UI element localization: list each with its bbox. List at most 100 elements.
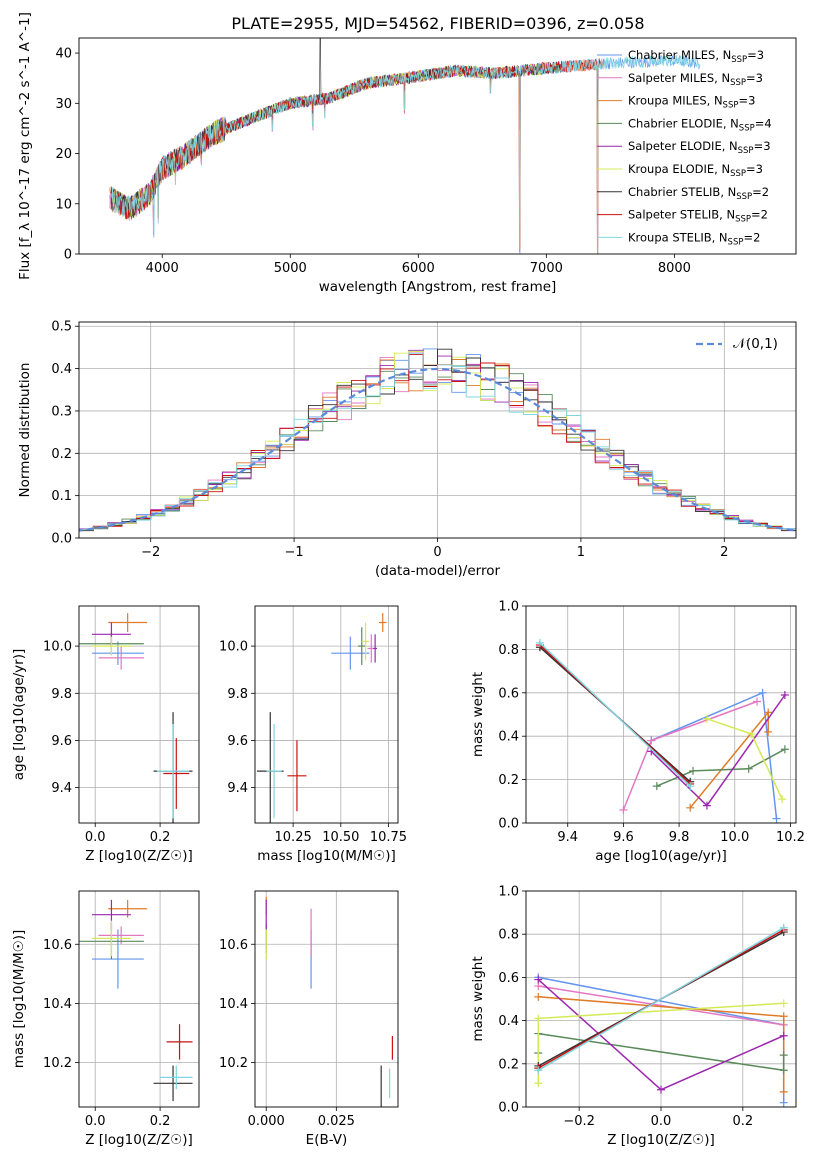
weight-line-4 [656, 748, 786, 787]
y-tick-label: 9.6 [51, 734, 72, 749]
y-tick-label: 0.4 [51, 362, 72, 377]
error-bar-point-2 [98, 646, 144, 670]
x-axis-label: E(B-V) [306, 1132, 348, 1148]
weight-line-2 [538, 985, 784, 1026]
x-tick-label: 6000 [402, 261, 435, 276]
y-tick-label: 0.3 [51, 404, 72, 419]
y-axis-label: Normed distribution [17, 363, 33, 498]
y-tick-label: 0.4 [498, 730, 519, 745]
plot-area [79, 613, 193, 823]
plot-area [534, 923, 788, 1107]
x-tick-label: 9.8 [669, 830, 690, 845]
y-tick-label: 1.0 [498, 600, 519, 615]
spectrum-line-9 [110, 55, 701, 254]
x-tick-label: 0.000 [248, 1114, 285, 1129]
error-bar-point-1 [91, 641, 144, 665]
y-tick-label: 10.0 [219, 640, 248, 655]
panel-8: −0.2 0.0 0.2 0.0 0.2 0.4 0.6 0.8 1.0 Z [log10(Z/Z… [470, 885, 797, 1148]
y-tick-label: 0.0 [51, 532, 72, 547]
error-bar-point-9 [156, 723, 190, 819]
x-tick-label: 0 [433, 545, 441, 560]
axes-frame [78, 321, 797, 539]
x-tick-label: 10.75 [370, 830, 407, 845]
plot-area [265, 896, 393, 1107]
error-bar-point-1 [91, 929, 144, 989]
weight-marker [534, 1066, 543, 1075]
legend-entry: Chabrier STELIB, NSSP=2 [628, 185, 769, 202]
legend-entry: Kroupa MILES, NSSP=3 [628, 94, 755, 111]
error-bar-point-4 [357, 627, 366, 665]
weight-marker [686, 803, 695, 812]
plot-area [256, 613, 387, 823]
error-bar-point-3 [378, 613, 387, 632]
axes-frame [254, 890, 399, 1108]
axes-frame [254, 605, 399, 824]
spectrum-line-5 [110, 61, 560, 220]
error-bar-point-6 [361, 622, 370, 661]
y-tick-label: 0.6 [498, 971, 519, 986]
weight-marker [779, 1087, 788, 1096]
x-axis-label: (data-model)/error [375, 563, 501, 579]
weight-marker [764, 727, 773, 736]
y-tick-label: 10.4 [219, 997, 248, 1012]
panel-6: 0.0 0.2 10.2 10.4 10.6 Z [log10(Z/Z☉)] mass [l… [11, 890, 200, 1148]
panel-2: −2 −1 0 1 2 0.0 0.1 0.2 0.3 0.4 0.5 (data-model)/er… [17, 320, 797, 579]
x-axis-label: Z [log10(Z/Z☉)] [607, 1132, 715, 1148]
y-tick-label: 9.4 [227, 781, 248, 796]
y-tick-label: 0.0 [498, 1101, 519, 1116]
y-tick-label: 0.6 [498, 686, 519, 701]
weight-line-6 [706, 718, 783, 800]
legend-entry: Salpeter ELODIE, NSSP=3 [628, 139, 771, 156]
weight-marker [758, 688, 767, 697]
y-axis-label: mass [log10(M/M☉)] [11, 930, 27, 1069]
x-tick-label: 10.50 [322, 830, 359, 845]
weight-marker [657, 1085, 665, 1094]
y-tick-label: 10.4 [43, 997, 72, 1012]
y-tick-label: 10.2 [219, 1056, 248, 1071]
error-bar-point-8 [163, 738, 190, 809]
spectrum-line-6 [110, 62, 560, 219]
weight-line-9 [539, 642, 691, 787]
y-tick-label: 10.0 [43, 640, 72, 655]
y-tick-label: 40 [55, 47, 72, 62]
error-bar-point-8 [287, 740, 307, 812]
error-bar-point-7 [153, 1065, 193, 1102]
axes-frame [525, 890, 797, 1108]
weight-marker [778, 795, 787, 804]
y-tick-label: 0.2 [498, 773, 519, 788]
legend-entry: Kroupa ELODIE, NSSP=3 [628, 162, 763, 179]
y-tick-label: 0.2 [51, 447, 72, 462]
x-tick-label: 4000 [146, 261, 179, 276]
x-axis-label: Z [log10(Z/Z☉)] [85, 848, 193, 864]
plot-area [79, 899, 193, 1102]
weight-marker [764, 708, 773, 717]
weight-marker [744, 764, 753, 773]
x-tick-label: 10.2 [776, 830, 805, 845]
weight-marker [779, 1051, 788, 1060]
weight-marker [647, 736, 656, 745]
plot-area [109, 38, 701, 254]
weight-marker [779, 923, 788, 932]
x-tick-label: 0.2 [150, 830, 171, 845]
x-tick-label: −2 [141, 545, 160, 560]
y-axis-label: mass weight [470, 956, 486, 1041]
y-tick-label: 9.8 [227, 687, 248, 702]
panel-3: 0.0 0.2 9.4 9.6 9.8 10.0 Z [log10(Z/Z☉)] age [l… [11, 605, 200, 864]
y-tick-label: 0.8 [498, 643, 519, 658]
y-tick-label: 10.6 [219, 938, 248, 953]
x-tick-label: 0.0 [85, 1114, 106, 1129]
weight-marker [652, 782, 661, 791]
weight-marker [534, 1014, 543, 1023]
weight-marker [780, 745, 789, 754]
y-tick-label: 0.1 [51, 489, 72, 504]
panel-1: 4000 5000 6000 7000 8000 0 10 20 30 40 wavelength … [17, 12, 797, 295]
axes-frame [525, 605, 797, 824]
error-bar-point-9 [266, 723, 282, 819]
x-tick-label: 9.4 [557, 830, 578, 845]
error-bar-point-6 [91, 636, 131, 656]
weight-marker [702, 714, 711, 723]
weight-marker [779, 1066, 788, 1075]
x-tick-label: 5000 [274, 261, 307, 276]
y-axis-label: Flux [f_λ 10^-17 erg cm^-2 s^-1 A^-1] [17, 12, 33, 280]
